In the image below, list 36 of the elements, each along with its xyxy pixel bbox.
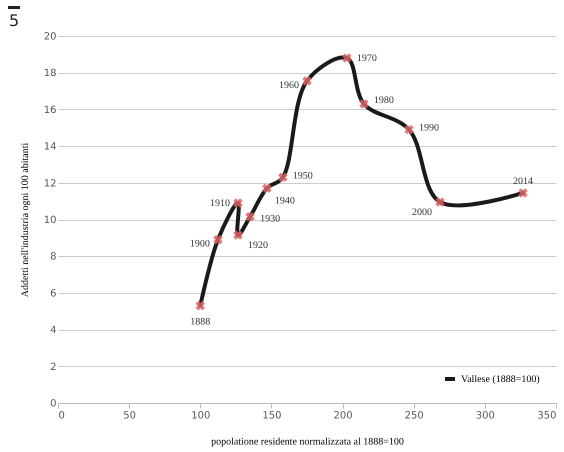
y-tick-label: 20 bbox=[44, 32, 56, 42]
annotation: 1980 bbox=[374, 94, 394, 106]
x-tick-label: 50 bbox=[123, 410, 136, 422]
y-tick-label: 8 bbox=[50, 252, 56, 263]
annotation: 1950 bbox=[292, 170, 313, 182]
annotation: 1940 bbox=[274, 195, 295, 206]
x-tick-label: 350 bbox=[537, 410, 556, 422]
annotation: 1930 bbox=[260, 214, 280, 225]
x-tick-label: 200 bbox=[334, 410, 353, 422]
y-tick-label: 16 bbox=[44, 104, 56, 116]
y-tick-label: 10 bbox=[44, 215, 56, 226]
annotation: 1888 bbox=[190, 316, 210, 328]
annotation: 2014 bbox=[512, 176, 533, 187]
annotation: 1960 bbox=[279, 80, 299, 91]
annotation: 1920 bbox=[248, 240, 268, 252]
y-tick-label: 18 bbox=[44, 68, 56, 80]
y-tick-label: 14 bbox=[44, 142, 56, 153]
annotation: 1970 bbox=[356, 53, 377, 64]
annotation: 1990 bbox=[419, 122, 440, 134]
annotation: 1900 bbox=[190, 238, 210, 250]
y-tick-label: 0 bbox=[50, 398, 56, 410]
x-tick-label: 250 bbox=[404, 410, 424, 422]
x-tick-label: 0 bbox=[58, 410, 65, 422]
x-axis-title: popolatione residente normalizzata al 1888=100 bbox=[211, 436, 404, 448]
x-tick-label: 100 bbox=[191, 410, 210, 422]
annotation: 2000 bbox=[412, 207, 432, 218]
legend-label: Vallese (1888=100) bbox=[461, 374, 540, 385]
y-tick-label: 4 bbox=[50, 325, 56, 336]
annotation: 1910 bbox=[210, 198, 230, 209]
y-axis-title: Addetti nell'industria ogni 100 abitanti bbox=[20, 142, 31, 298]
y-tick-label: 12 bbox=[44, 178, 56, 190]
y-tick-label: 6 bbox=[50, 288, 56, 300]
x-tick-label: 300 bbox=[476, 410, 495, 422]
y-tick-label: 2 bbox=[50, 362, 56, 373]
x-tick-label: 150 bbox=[262, 410, 282, 422]
text: 5 bbox=[9, 11, 20, 30]
